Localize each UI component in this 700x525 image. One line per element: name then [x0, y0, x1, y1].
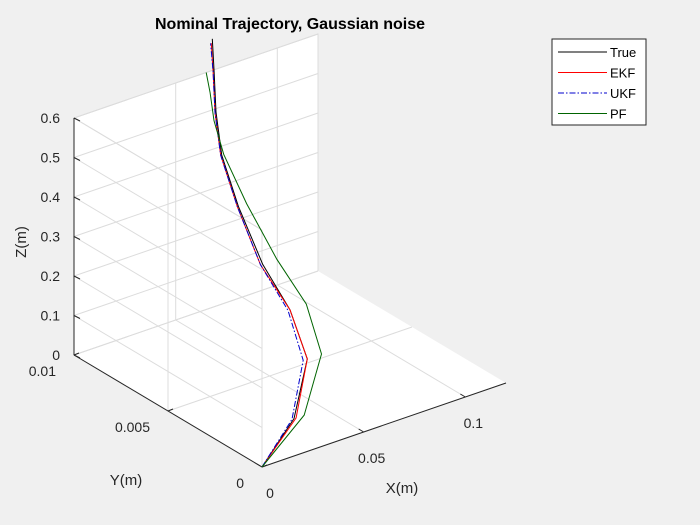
axes-panes [74, 34, 506, 467]
x-tick-mark [460, 393, 466, 398]
legend-label-pf: PF [610, 107, 627, 122]
legend-label-true: True [610, 45, 636, 60]
series-line-ukf [210, 43, 304, 468]
z-tick-mark [73, 236, 81, 240]
z-tick-label: 0.1 [41, 308, 61, 324]
z-tick-label: 0.3 [41, 229, 61, 245]
legend-box [551, 38, 647, 126]
series-lines [205, 38, 323, 468]
y-tick-label: 0.005 [115, 419, 150, 435]
z-tick-mark [73, 315, 81, 319]
box-top-edge [72, 33, 319, 271]
z-axis-label: Z(m) [13, 226, 30, 258]
y-axis-label: Y(m) [110, 472, 143, 489]
z-tick-mark [73, 117, 81, 122]
z-tick-label: 0.6 [41, 110, 61, 126]
z-tick-mark [73, 157, 81, 161]
z-tick-label: 0.2 [41, 268, 61, 284]
x-tick-label: 0.05 [358, 450, 385, 466]
y-tick-mark [167, 408, 174, 412]
z-tick-mark [73, 354, 81, 359]
z-tick-label: 0 [52, 347, 60, 363]
legend-label-ekf: EKF [610, 66, 635, 81]
y-tick-label: 0 [236, 475, 244, 491]
z-tick-mark [73, 196, 81, 201]
legend-label-ukf: UKF [610, 86, 636, 101]
z-tick-mark [73, 275, 81, 280]
x-tick-label: 0 [266, 485, 274, 501]
x-tick-mark [256, 463, 263, 468]
z-tick-label: 0.4 [41, 189, 61, 205]
series-line-true [211, 38, 308, 468]
x-tick-mark [358, 428, 364, 433]
y-tick-label: 0.01 [29, 363, 56, 379]
x-tick-label: 0.1 [464, 415, 484, 431]
series-line-pf [205, 72, 323, 468]
chart-title: Nominal Trajectory, Gaussian noise [155, 16, 425, 33]
y-tick-mark [73, 352, 80, 356]
z-tick-label: 0.5 [41, 150, 61, 166]
legend: True EKF UKF PF [551, 38, 647, 126]
axis-lines [73, 117, 507, 468]
x-axis-label: X(m) [386, 480, 419, 497]
